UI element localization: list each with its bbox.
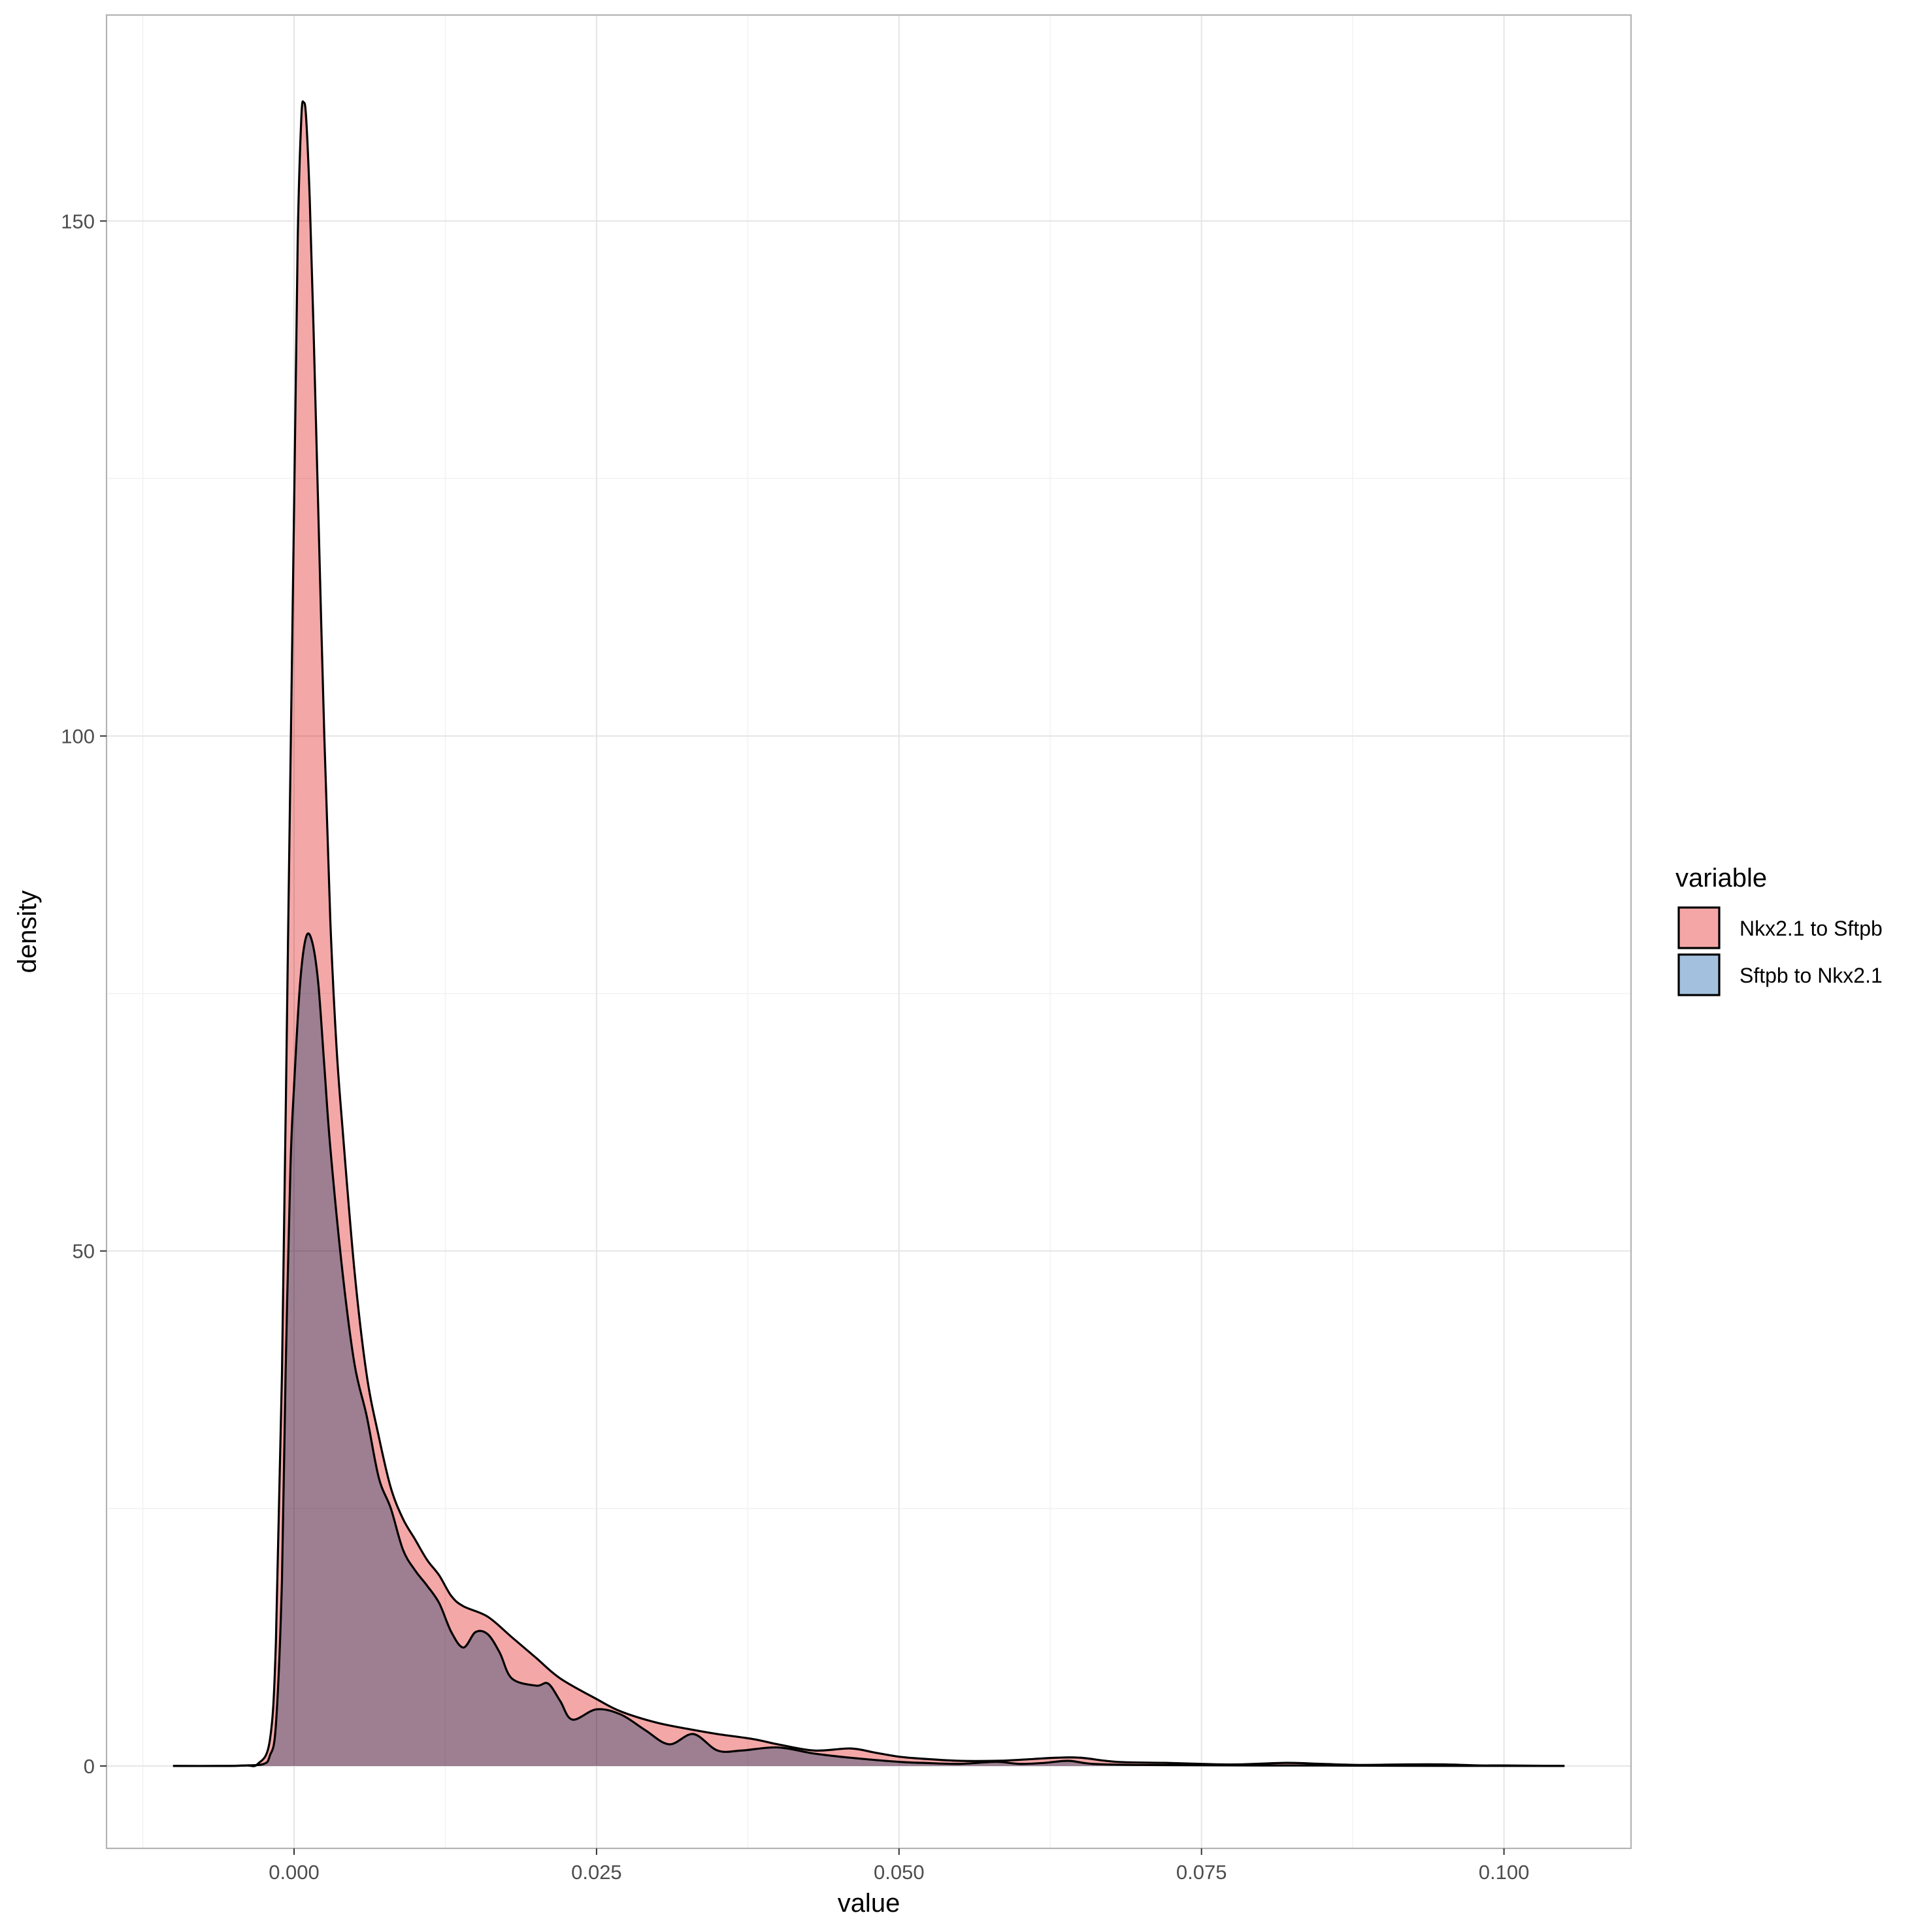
- legend-swatch: [1677, 953, 1721, 996]
- density-outline-2: [173, 932, 1565, 1767]
- legend-items: Nkx2.1 to Sftpb Sftpb to Nkx2.1: [1677, 906, 1883, 996]
- density-areas: [173, 100, 1565, 1767]
- y-tick-label: 100: [61, 725, 95, 747]
- legend-swatch: [1677, 906, 1721, 949]
- density-outline-1: [173, 100, 1565, 1767]
- y-tick-label: 50: [73, 1240, 95, 1263]
- x-tick-label: 0.000: [269, 1861, 320, 1884]
- legend: variable Nkx2.1 to Sftpb Sftpb to Nkx2.1: [1675, 864, 1883, 996]
- panel-border: [105, 14, 1632, 1850]
- x-tick-label: 0.050: [874, 1861, 925, 1884]
- legend-title: variable: [1675, 864, 1767, 892]
- axis-ticks: 0.000 0.025 0.050 0.075 0.100 0 50 100 150: [61, 210, 1529, 1884]
- legend-label: Sftpb to Nkx2.1: [1739, 964, 1883, 987]
- x-tick-label: 0.025: [571, 1861, 622, 1884]
- y-tick-label: 150: [61, 210, 95, 233]
- y-axis-title: density: [13, 891, 42, 974]
- y-tick-label: 0: [84, 1755, 95, 1778]
- legend-label: Nkx2.1 to Sftpb: [1739, 917, 1883, 940]
- density-area-2: [173, 933, 1565, 1766]
- x-tick-label: 0.075: [1176, 1861, 1227, 1884]
- x-axis-title: value: [838, 1889, 900, 1918]
- x-tick-label: 0.100: [1479, 1861, 1530, 1884]
